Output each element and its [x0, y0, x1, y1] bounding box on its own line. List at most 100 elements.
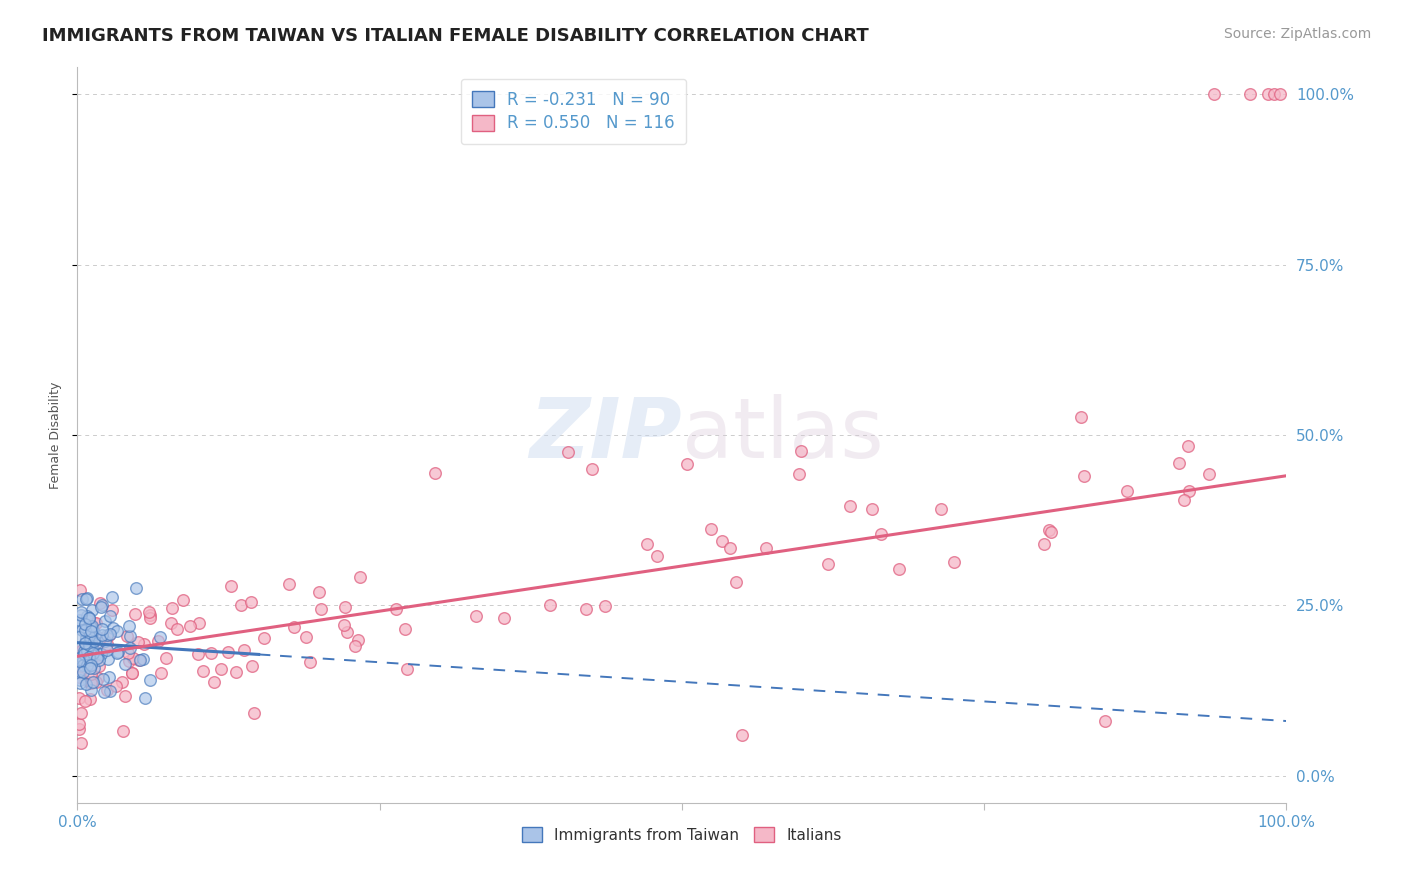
- Y-axis label: Female Disability: Female Disability: [49, 381, 62, 489]
- Point: [887, 562, 910, 576]
- Point: [93, 685, 115, 699]
- Point: [97, 628, 120, 642]
- Point: [70, 605, 93, 619]
- Point: [240, 659, 263, 673]
- Point: [79, 619, 101, 633]
- Point: [187, 616, 209, 631]
- Point: [131, 652, 153, 666]
- Point: [76, 591, 98, 606]
- Point: [67, 722, 90, 736]
- Point: [80, 667, 103, 681]
- Point: [202, 674, 225, 689]
- Point: [86, 646, 108, 660]
- Point: [72, 653, 94, 667]
- Point: [76, 609, 98, 624]
- Point: [1032, 536, 1054, 550]
- Point: [83, 627, 105, 641]
- Point: [166, 623, 188, 637]
- Point: [929, 502, 952, 516]
- Point: [149, 630, 172, 644]
- Point: [139, 607, 162, 622]
- Point: [243, 706, 266, 720]
- Point: [67, 691, 90, 706]
- Point: [229, 598, 252, 612]
- Point: [862, 502, 884, 516]
- Point: [127, 634, 149, 648]
- Point: [107, 645, 129, 659]
- Point: [1094, 714, 1116, 728]
- Point: [91, 672, 114, 686]
- Point: [67, 640, 90, 655]
- Point: [870, 526, 893, 541]
- Point: [1178, 484, 1201, 499]
- Point: [96, 683, 118, 698]
- Point: [789, 443, 811, 458]
- Point: [73, 636, 96, 650]
- Point: [581, 462, 603, 476]
- Point: [104, 679, 127, 693]
- Point: [80, 620, 103, 634]
- Point: [84, 675, 107, 690]
- Point: [75, 624, 97, 638]
- Point: [67, 618, 90, 632]
- Point: [79, 629, 101, 643]
- Text: Source: ZipAtlas.com: Source: ZipAtlas.com: [1223, 27, 1371, 41]
- Point: [1039, 524, 1062, 539]
- Point: [217, 645, 239, 659]
- Point: [538, 598, 561, 612]
- Point: [89, 596, 111, 610]
- Point: [117, 646, 139, 660]
- Point: [73, 636, 96, 650]
- Point: [89, 631, 111, 645]
- Point: [132, 637, 155, 651]
- Point: [107, 646, 129, 660]
- Point: [593, 599, 616, 613]
- Point: [333, 599, 356, 614]
- Point: [396, 662, 419, 676]
- Point: [711, 534, 734, 549]
- Point: [308, 585, 330, 599]
- Point: [73, 644, 96, 658]
- Point: [67, 613, 90, 627]
- Point: [83, 615, 105, 630]
- Point: [124, 607, 146, 621]
- Point: [118, 640, 141, 655]
- Text: ZIP: ZIP: [529, 394, 682, 475]
- Point: [787, 467, 810, 482]
- Point: [465, 608, 488, 623]
- Point: [349, 570, 371, 584]
- Point: [69, 706, 91, 721]
- Point: [84, 615, 107, 630]
- Point: [111, 675, 134, 690]
- Point: [942, 555, 965, 569]
- Point: [96, 628, 118, 642]
- Point: [69, 675, 91, 690]
- Point: [1168, 457, 1191, 471]
- Point: [82, 641, 104, 656]
- Point: [79, 691, 101, 706]
- Point: [187, 647, 209, 661]
- Point: [77, 611, 100, 625]
- Point: [90, 648, 112, 662]
- Point: [101, 590, 124, 604]
- Point: [67, 654, 90, 668]
- Point: [94, 615, 117, 629]
- Legend: Immigrants from Taiwan, Italians: Immigrants from Taiwan, Italians: [515, 820, 849, 850]
- Point: [90, 622, 112, 636]
- Point: [343, 640, 366, 654]
- Point: [98, 670, 121, 684]
- Point: [1038, 523, 1060, 537]
- Point: [160, 600, 183, 615]
- Point: [79, 660, 101, 674]
- Point: [209, 662, 232, 676]
- Point: [75, 616, 97, 631]
- Point: [172, 592, 194, 607]
- Point: [114, 657, 136, 671]
- Point: [67, 630, 90, 644]
- Point: [731, 728, 754, 742]
- Point: [79, 638, 101, 652]
- Point: [138, 611, 160, 625]
- Point: [1073, 469, 1095, 483]
- Point: [98, 609, 121, 624]
- Point: [83, 661, 105, 675]
